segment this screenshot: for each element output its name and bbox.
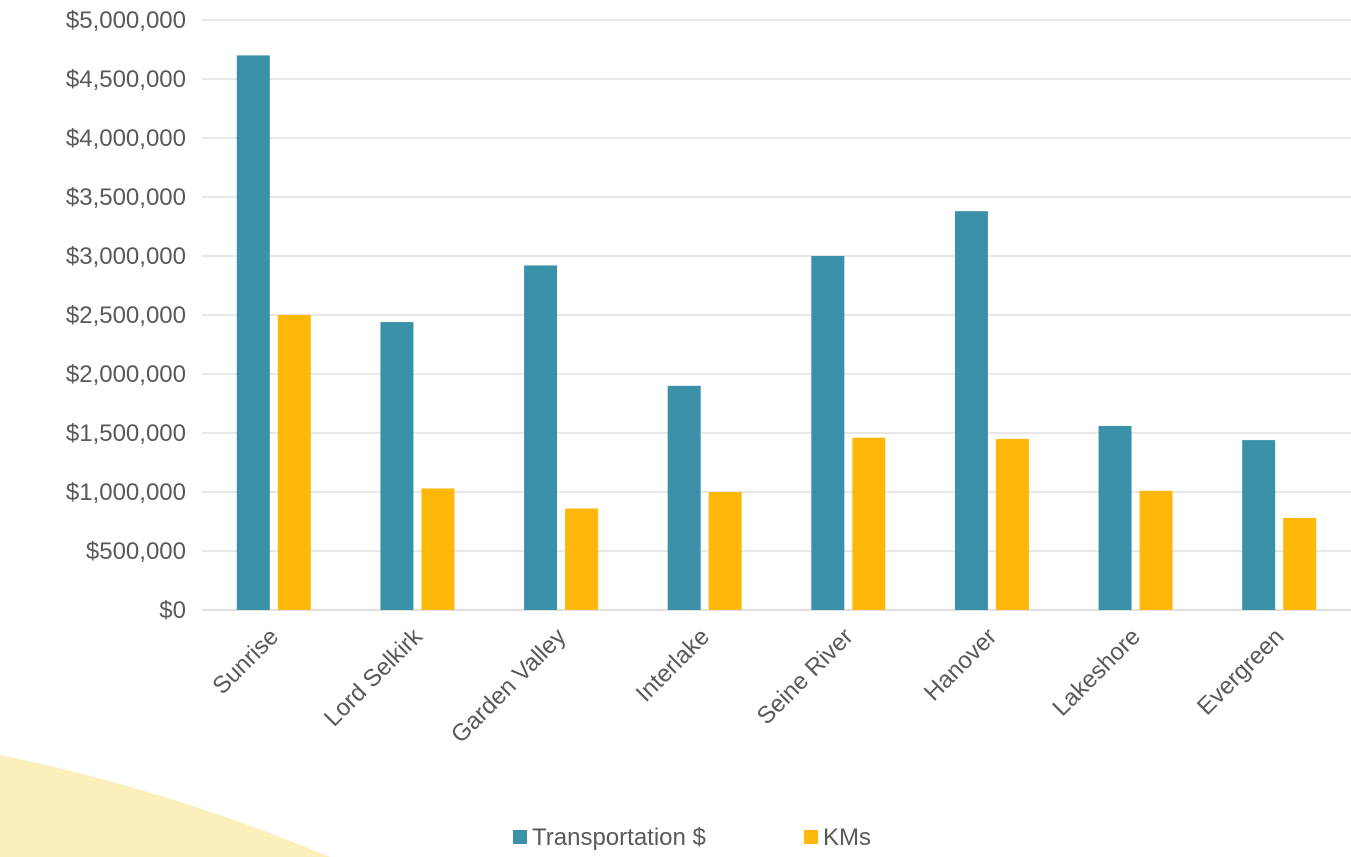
bar-transportation-seine-river	[811, 256, 845, 610]
x-tick-label: Lakeshore	[1047, 623, 1145, 721]
legend-label: Transportation $	[532, 824, 706, 851]
bar-kms-sunrise	[277, 315, 311, 610]
y-tick-label: $0	[159, 597, 186, 624]
x-tick-label: Seine River	[752, 623, 859, 730]
y-tick-label: $3,000,000	[66, 243, 186, 270]
bar-kms-evergreen	[1283, 517, 1317, 610]
bar-kms-lord-selkirk	[421, 488, 455, 610]
y-tick-label: $500,000	[86, 538, 186, 565]
legend-swatch	[513, 830, 527, 844]
bar-transportation-sunrise	[236, 55, 270, 610]
legend-swatch	[804, 830, 818, 844]
y-tick-label: $3,500,000	[66, 184, 186, 211]
bar-kms-garden-valley	[565, 508, 599, 610]
y-tick-label: $5,000,000	[66, 7, 186, 34]
y-tick-label: $4,000,000	[66, 125, 186, 152]
x-axis-tick-labels: Sunrise Lord Selkirk Garden Valley Interlak…	[207, 622, 1289, 748]
x-tick-label: Evergreen	[1192, 623, 1289, 720]
bar-kms-interlake	[708, 492, 742, 610]
bar-transportation-evergreen	[1242, 440, 1276, 610]
bar-kms-hanover	[995, 438, 1029, 610]
bar-transportation-lord-selkirk	[380, 322, 414, 610]
x-tick-label: Sunrise	[207, 623, 284, 700]
y-tick-label: $1,000,000	[66, 479, 186, 506]
y-tick-label: $2,500,000	[66, 302, 186, 329]
x-tick-label: Interlake	[631, 623, 715, 707]
bar-transportation-lakeshore	[1098, 425, 1132, 610]
legend-label: KMs	[823, 824, 871, 851]
bar-transportation-interlake	[667, 385, 701, 610]
x-tick-label: Garden Valley	[446, 623, 571, 748]
y-axis-tick-labels: $0 $500,000 $1,000,000 $1,500,000 $2,000,000…	[66, 7, 186, 624]
y-tick-label: $2,000,000	[66, 361, 186, 388]
bar-transportation-hanover	[954, 211, 988, 610]
y-tick-label: $1,500,000	[66, 420, 186, 447]
gridlines	[202, 19, 1351, 611]
legend: Transportation $ KMs	[513, 824, 871, 851]
x-tick-label: Hanover	[919, 623, 1002, 706]
bar-kms-seine-river	[852, 437, 886, 610]
x-tick-label: Lord Selkirk	[319, 622, 428, 731]
bar-kms-lakeshore	[1139, 490, 1173, 610]
background-swoosh	[0, 755, 330, 857]
bar-transportation-garden-valley	[524, 265, 558, 610]
y-tick-label: $4,500,000	[66, 66, 186, 93]
bars	[236, 55, 1317, 610]
